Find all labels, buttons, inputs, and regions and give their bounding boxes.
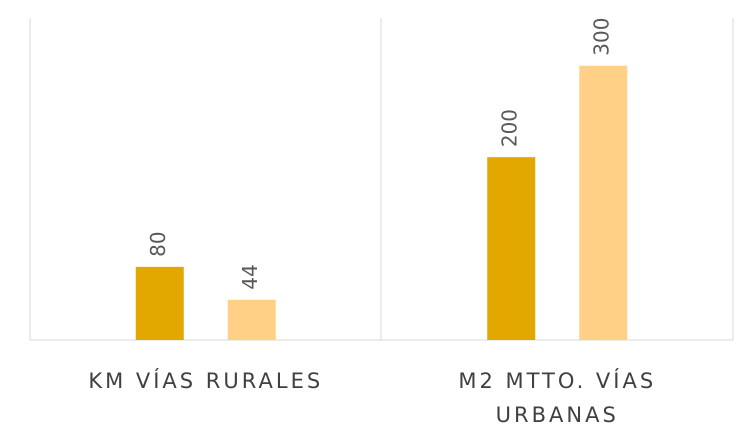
x-tick-label: M2 MTTO. VÍAS URBANAS [458, 369, 657, 425]
data-label: 80 [146, 231, 170, 256]
bar [579, 65, 628, 340]
data-label: 200 [498, 109, 522, 147]
data-label: 300 [590, 18, 614, 56]
bar [135, 266, 184, 340]
bar [487, 157, 536, 340]
x-tick-label: KM VÍAS RURALES [88, 369, 324, 393]
data-label: 44 [238, 264, 262, 289]
bar [227, 299, 276, 340]
